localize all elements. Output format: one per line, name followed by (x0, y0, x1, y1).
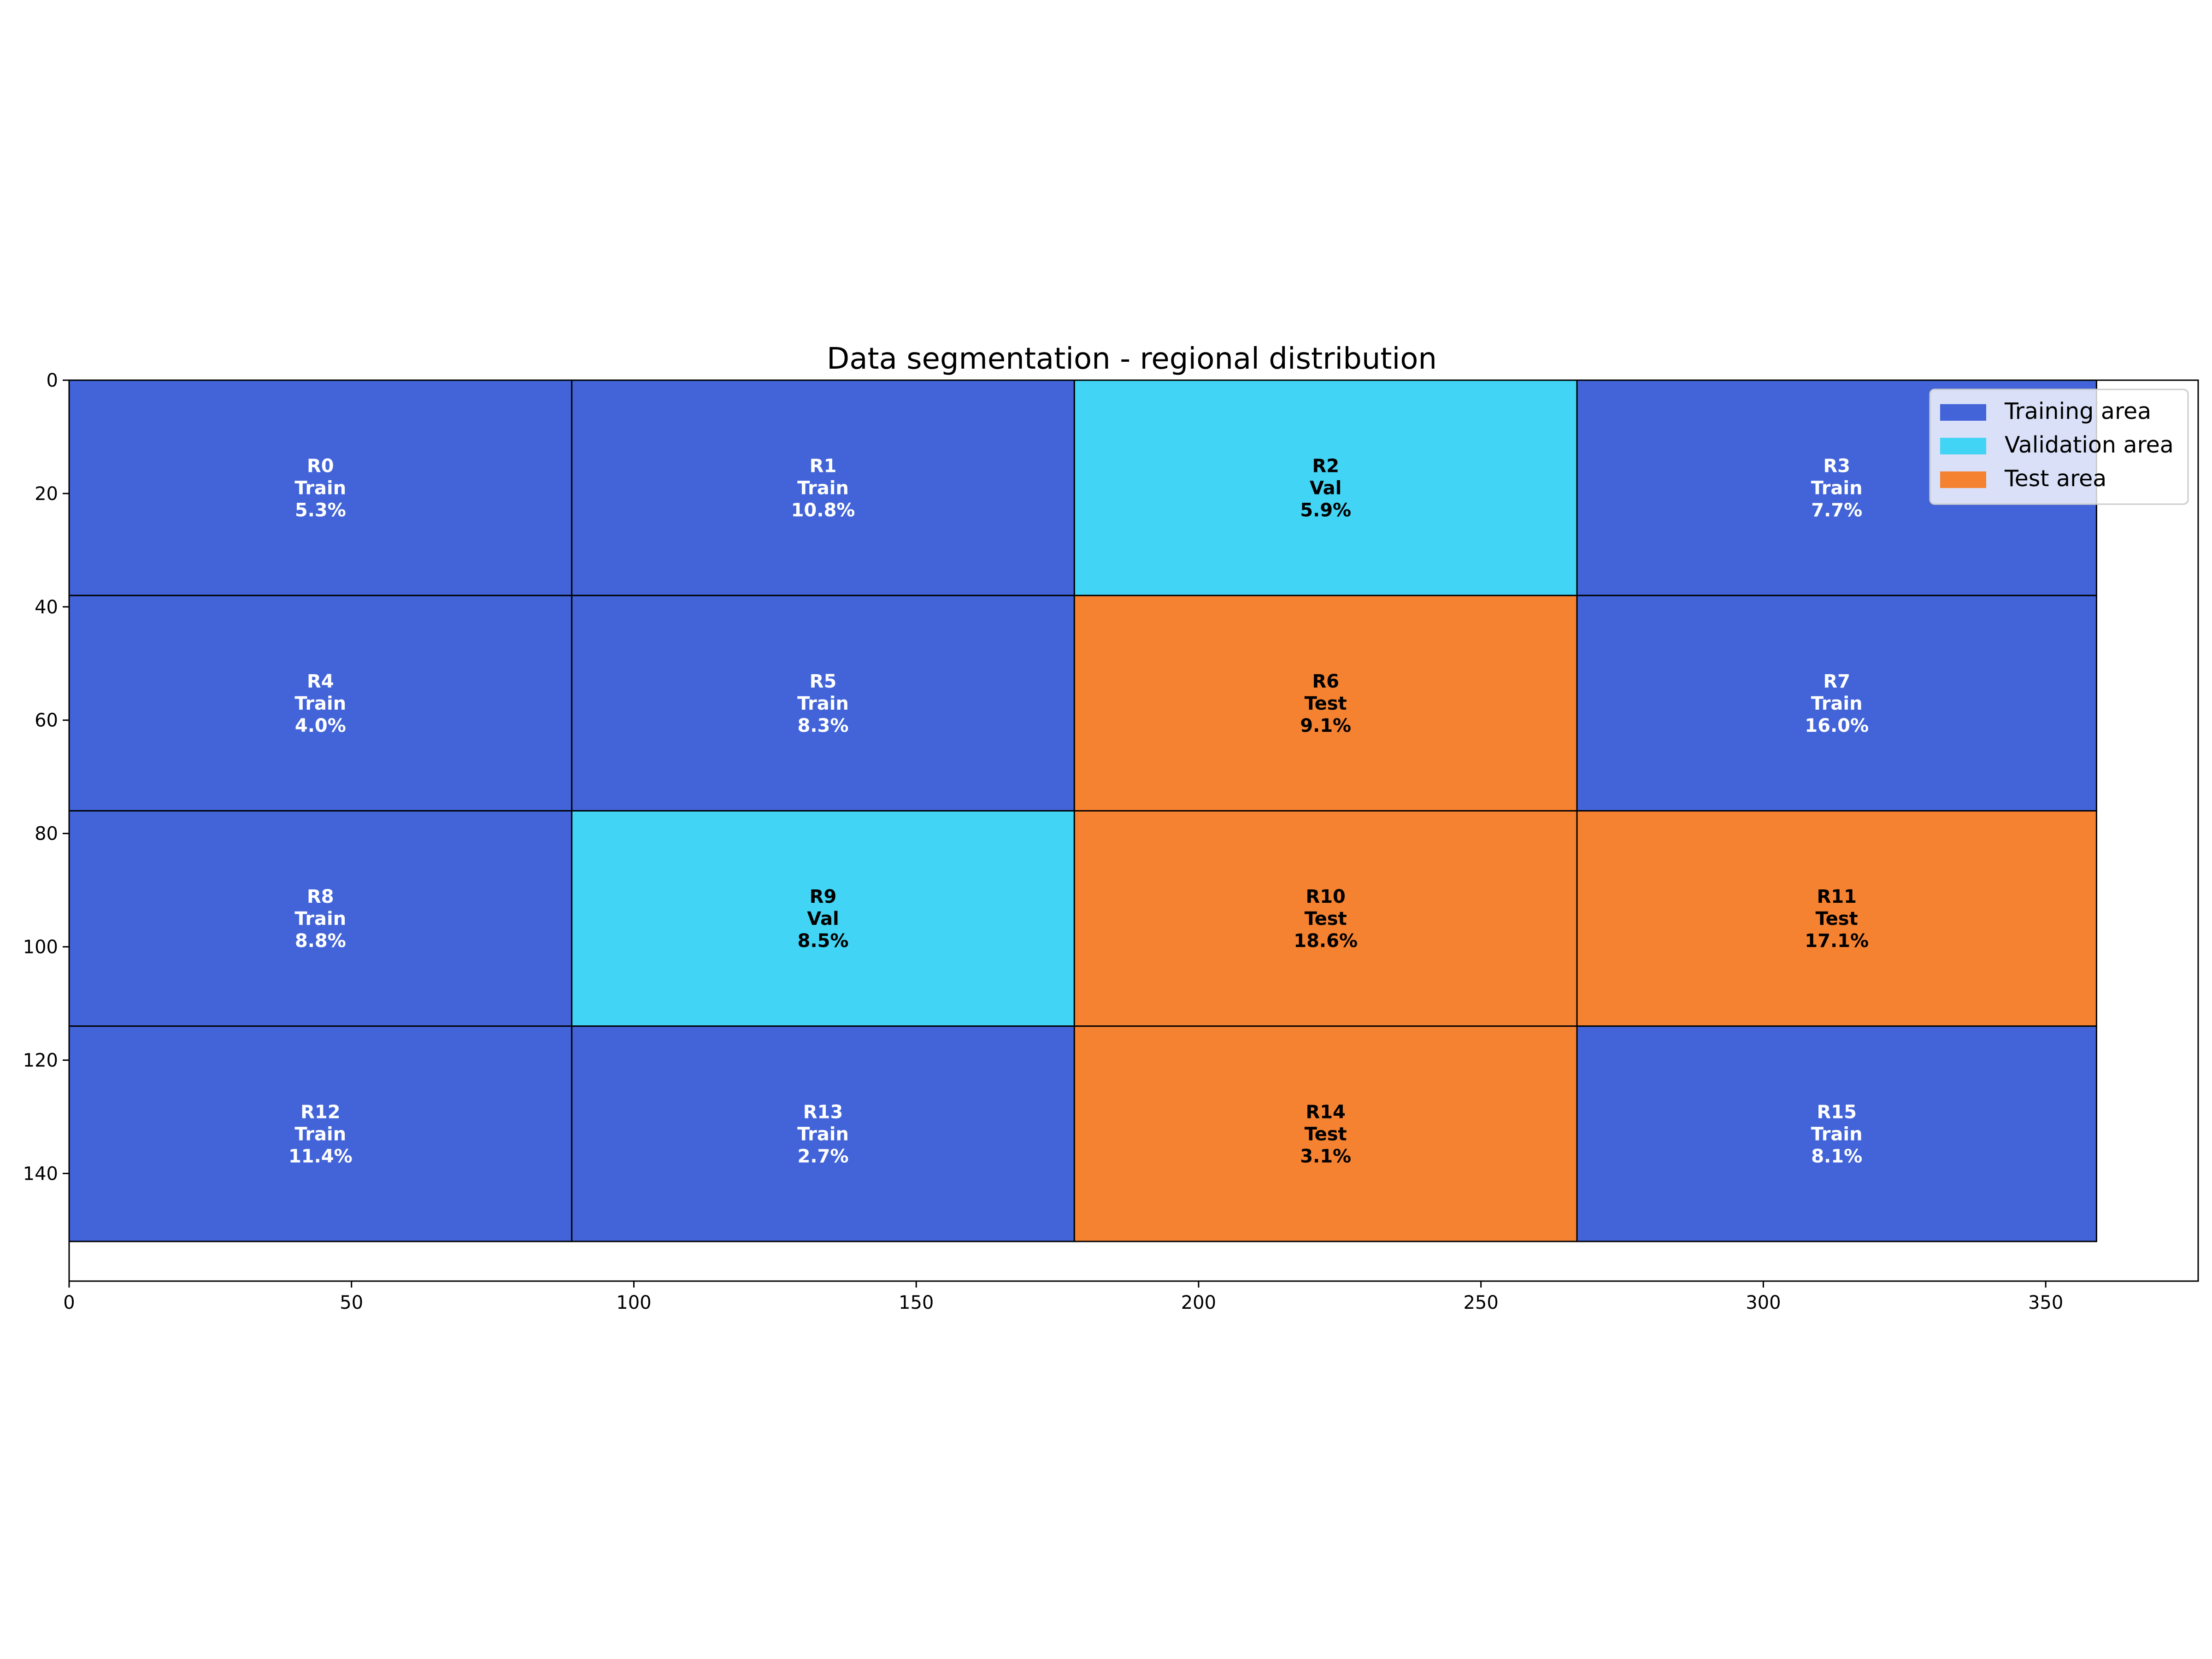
region-split-label: Test (1305, 908, 1347, 930)
region-id-label: R7 (1823, 671, 1850, 692)
y-axis: 0 20 40 60 80 100 120 140 (23, 370, 69, 1184)
x-tick-label: 250 (1463, 1292, 1498, 1313)
y-tick-label: 0 (47, 370, 58, 391)
y-tick-label: 40 (35, 597, 58, 618)
x-tick-label: 0 (63, 1292, 75, 1313)
region-share-label: 5.9% (1300, 500, 1351, 521)
region-id-label: R11 (1817, 886, 1856, 907)
region-split-label: Train (294, 1124, 346, 1145)
region-id-label: R12 (300, 1101, 340, 1123)
y-tick-label: 80 (35, 824, 58, 845)
region-share-label: 9.1% (1300, 715, 1351, 736)
legend: Training area Validation area Test area (1930, 389, 2188, 504)
region-share-label: 2.7% (798, 1146, 849, 1167)
region-split-label: Val (1310, 478, 1341, 499)
legend-swatch-train (1940, 404, 1986, 421)
y-tick-label: 140 (23, 1163, 58, 1184)
region-id-label: R14 (1306, 1101, 1345, 1123)
region-share-label: 4.0% (295, 715, 346, 736)
legend-label-test: Test area (2004, 465, 2106, 492)
region-share-label: 10.8% (791, 500, 855, 521)
x-tick-label: 100 (616, 1292, 651, 1313)
x-axis: 0 50 100 150 200 250 300 350 (63, 1281, 2063, 1313)
region-share-label: 7.7% (1811, 500, 1862, 521)
legend-label-train: Training area (2004, 398, 2151, 424)
region-id-label: R4 (307, 671, 334, 692)
region-split-label: Train (797, 693, 849, 714)
region-share-label: 8.8% (295, 930, 346, 952)
region-split-label: Train (1811, 1124, 1863, 1145)
region-share-label: 8.5% (798, 930, 849, 952)
regions-layer: R0Train5.3%R1Train10.8%R2Val5.9%R3Train7… (69, 380, 2096, 1241)
region-id-label: R1 (810, 456, 837, 477)
region-id-label: R3 (1823, 456, 1850, 477)
region-share-label: 11.4% (288, 1146, 353, 1167)
region-share-label: 8.1% (1811, 1146, 1862, 1167)
region-split-label: Train (1811, 693, 1863, 714)
y-tick-label: 120 (23, 1050, 58, 1071)
region-id-label: R2 (1312, 456, 1339, 477)
region-share-label: 18.6% (1294, 930, 1358, 952)
region-id-label: R5 (810, 671, 837, 692)
x-tick-label: 350 (2028, 1292, 2063, 1313)
region-share-label: 5.3% (295, 500, 346, 521)
region-split-label: Train (294, 693, 346, 714)
x-tick-label: 200 (1181, 1292, 1216, 1313)
region-split-label: Test (1816, 908, 1858, 930)
region-share-label: 17.1% (1805, 930, 1869, 952)
chart-title: Data segmentation - regional distributio… (827, 342, 1437, 376)
region-split-label: Train (1811, 478, 1863, 499)
region-split-label: Train (797, 478, 849, 499)
region-split-label: Train (797, 1124, 849, 1145)
region-share-label: 16.0% (1805, 715, 1869, 736)
region-id-label: R8 (307, 886, 334, 907)
region-id-label: R13 (803, 1101, 843, 1123)
legend-swatch-val (1940, 438, 1986, 454)
region-split-label: Test (1305, 1124, 1347, 1145)
region-id-label: R6 (1312, 671, 1339, 692)
region-id-label: R9 (810, 886, 837, 907)
legend-swatch-test (1940, 471, 1986, 488)
region-share-label: 8.3% (798, 715, 849, 736)
region-share-label: 3.1% (1300, 1146, 1351, 1167)
legend-label-val: Validation area (2005, 432, 2174, 458)
region-split-label: Val (807, 908, 839, 930)
region-split-label: Train (294, 908, 346, 930)
x-tick-label: 300 (1746, 1292, 1781, 1313)
x-tick-label: 50 (340, 1292, 363, 1313)
y-tick-label: 100 (23, 937, 58, 958)
region-id-label: R10 (1306, 886, 1345, 907)
region-id-label: R15 (1817, 1101, 1856, 1123)
y-tick-label: 20 (35, 483, 58, 505)
region-id-label: R0 (307, 456, 334, 477)
region-split-label: Test (1305, 693, 1347, 714)
region-split-label: Train (294, 478, 346, 499)
x-tick-label: 150 (899, 1292, 934, 1313)
y-tick-label: 60 (35, 710, 58, 731)
